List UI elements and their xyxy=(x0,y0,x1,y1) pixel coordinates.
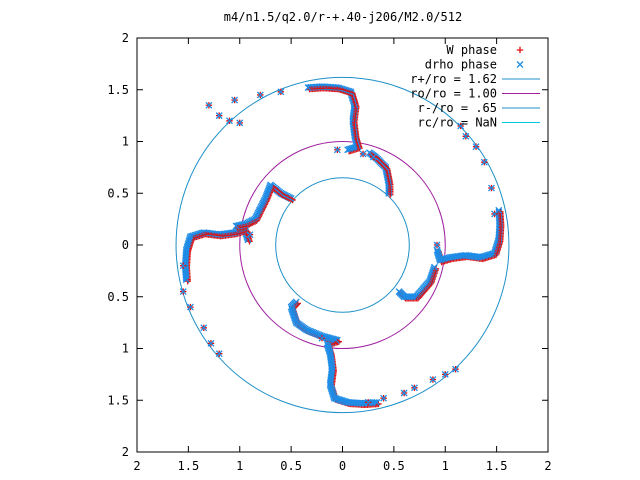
drho-phase-point xyxy=(318,334,326,342)
arm-5 xyxy=(365,149,394,198)
drho-phase-point xyxy=(491,210,499,218)
drho-phase-point xyxy=(369,153,377,161)
axis-ticks: 2 1.5 1 0.5 0 0.5 1 1.5 221.510.500.511.52 xyxy=(107,31,551,473)
circle-r-ro-1-62 xyxy=(175,76,510,414)
y-tick-label: 1 xyxy=(122,135,129,149)
drho-phase-point xyxy=(441,370,449,378)
drho-phase-point xyxy=(256,91,264,99)
drho-phase-point xyxy=(462,132,470,140)
drho-phase-marker xyxy=(332,336,340,344)
x-tick-label: 1.5 xyxy=(178,459,200,473)
drho-phase-point xyxy=(186,303,194,311)
drho-phase-point xyxy=(488,184,495,192)
drho-phase-point xyxy=(277,88,285,96)
x-tick-label: 1 xyxy=(236,459,243,473)
drho-phase-marker xyxy=(182,276,190,284)
drho-phase-point xyxy=(433,241,441,249)
scatter-points xyxy=(179,88,499,406)
legend-label: r-/ro = .65 xyxy=(418,101,497,115)
drho-phase-point xyxy=(410,384,418,392)
drho-phase-point xyxy=(400,389,408,397)
drho-phase-point xyxy=(179,262,187,270)
legend-label: rc/ro = NaN xyxy=(418,116,497,130)
x-tick-label: 2 xyxy=(133,459,140,473)
drho-phase-marker xyxy=(232,222,240,230)
reference-circles xyxy=(175,76,510,414)
x-tick-label: 0 xyxy=(339,459,346,473)
x-tick-label: 1.5 xyxy=(486,459,508,473)
x-tick-label: 0.5 xyxy=(280,459,302,473)
x-tick-label: 0.5 xyxy=(383,459,405,473)
circle-r-ro-65 xyxy=(275,177,410,313)
legend-label: drho phase xyxy=(425,58,497,72)
y-tick-label: 2 xyxy=(122,31,129,45)
arm-7 xyxy=(395,263,440,302)
drho-phase-point xyxy=(215,112,223,120)
drho-phase-point xyxy=(333,146,341,154)
x-tick-label: 1 xyxy=(442,459,449,473)
spiral-arms xyxy=(181,83,505,409)
drho-phase-point xyxy=(236,119,244,127)
chart-title: m4/n1.5/q2.0/r-+.40-j206/M2.0/512 xyxy=(224,10,462,24)
arm-0 xyxy=(304,83,363,155)
drho-phase-point xyxy=(246,231,254,239)
x-tick-label: 2 xyxy=(544,459,551,473)
drho-phase-point xyxy=(364,398,372,406)
legend-label: W phase xyxy=(446,43,497,57)
arm-4 xyxy=(232,181,296,231)
drho-phase-point xyxy=(429,376,437,384)
legend-cross-marker xyxy=(516,61,524,68)
y-tick-label: 2 xyxy=(122,445,129,459)
drho-phase-point xyxy=(472,143,480,151)
drho-phase-point xyxy=(215,350,223,358)
legend-label: r+/ro = 1.62 xyxy=(410,72,497,86)
y-tick-label: 1 xyxy=(122,342,129,356)
drho-phase-marker xyxy=(431,263,438,271)
circle-ro-ro-1-00 xyxy=(239,141,446,349)
drho-phase-marker xyxy=(373,398,381,406)
drho-phase-point xyxy=(207,339,215,347)
legend-plus-marker xyxy=(516,46,524,54)
arm-1 xyxy=(181,226,253,285)
drho-phase-point xyxy=(179,288,187,296)
drho-phase-point xyxy=(231,96,239,104)
legend-label: ro/ro = 1.00 xyxy=(410,87,497,101)
drho-phase-point xyxy=(359,150,367,158)
drho-phase-point xyxy=(457,122,465,130)
arm-3 xyxy=(433,206,505,266)
y-tick-label: 1.5 xyxy=(107,393,129,407)
y-tick-label: 0.5 xyxy=(107,186,129,200)
drho-phase-point xyxy=(205,101,213,109)
drho-phase-point xyxy=(226,117,233,125)
drho-phase-point xyxy=(200,324,208,332)
drho-phase-point xyxy=(480,158,488,166)
arm-6 xyxy=(287,298,341,345)
y-tick-label: 0 xyxy=(122,238,129,252)
drho-phase-point xyxy=(380,394,388,402)
y-tick-label: 0.5 xyxy=(107,290,129,304)
y-tick-label: 1.5 xyxy=(107,83,129,97)
drho-phase-marker xyxy=(304,84,312,92)
drho-phase-point xyxy=(452,365,459,373)
